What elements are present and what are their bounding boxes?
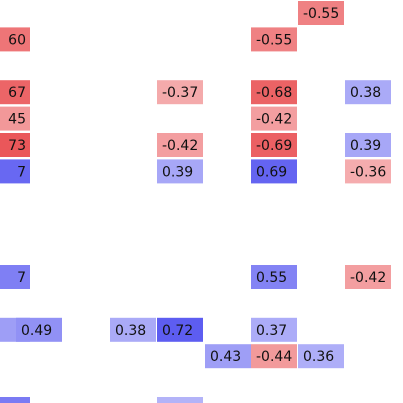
heatmap-cell: [0, 397, 30, 403]
heatmap-cell-label: 73: [8, 138, 26, 154]
heatmap-cell-label: -0.42: [162, 138, 198, 154]
heatmap-cell-label: 67: [8, 85, 26, 101]
heatmap-cell-label: 0.49: [21, 323, 52, 339]
heatmap-cell-label: 0.39: [350, 138, 381, 154]
heatmap-cell: [251, 133, 297, 157]
heatmap-cell: [0, 159, 30, 184]
heatmap-cell-label: 0.38: [115, 323, 146, 339]
heatmap-cell: [345, 159, 391, 184]
heatmap-cell-label: 0.37: [256, 323, 287, 339]
heatmap-cell: [251, 27, 297, 52]
heatmap-cell: [345, 133, 391, 157]
heatmap-cell-label: 0.38: [350, 85, 381, 101]
heatmap-cell: [251, 317, 297, 342]
heatmap-cell: [157, 133, 203, 157]
heatmap-cell-label: 7: [17, 164, 26, 180]
heatmap-cell: [157, 159, 203, 184]
heatmap-cell: [0, 27, 30, 52]
heatmap-cell: [0, 80, 30, 105]
heatmap-cell: [298, 344, 344, 369]
heatmap-cell-label: -0.44: [256, 349, 292, 365]
heatmap-cell: [157, 397, 203, 403]
heatmap-cell-label: 0.55: [256, 270, 287, 286]
heatmap-cell-label: 60: [8, 32, 26, 48]
heatmap-cell: [251, 159, 297, 184]
heatmap-cell-label: -0.42: [350, 270, 386, 286]
heatmap-cell-label: -0.42: [256, 112, 292, 128]
heatmap-cell: [298, 1, 344, 25]
heatmap-cell-label: 0.36: [303, 349, 334, 365]
heatmap-cell: [157, 80, 203, 105]
heatmap-cell-label: 0.72: [162, 323, 193, 339]
heatmap-cell-label: -0.68: [256, 85, 292, 101]
heatmap-cell-label: -0.37: [162, 85, 198, 101]
heatmap-cell-label: -0.55: [256, 32, 292, 48]
heatmap-cell: [251, 344, 297, 369]
heatmap-cell: [251, 106, 297, 131]
heatmap-cell: [345, 265, 391, 289]
heatmap-cell-label: -0.36: [350, 164, 386, 180]
heatmap-cell: [345, 80, 391, 105]
heatmap-cell: [157, 317, 203, 342]
heatmap-cell-label: 45: [8, 112, 26, 128]
heatmap-cell: [0, 106, 30, 131]
heatmap-cell: [16, 317, 62, 342]
heatmap-cell-label: -0.69: [256, 138, 292, 154]
heatmap-cell: [251, 265, 297, 289]
heatmap-cell-label: 7: [17, 270, 26, 286]
heatmap-cell: [110, 317, 156, 342]
heatmap-cell-label: 0.43: [210, 349, 241, 365]
heatmap-cell: [205, 344, 251, 369]
heatmap-cell: [0, 133, 30, 157]
heatmap-cell: [0, 265, 30, 289]
heatmap-cell-label: 0.69: [256, 164, 287, 180]
heatmap-cell-label: 0.39: [162, 164, 193, 180]
heatmap-cell: [251, 80, 297, 105]
heatmap-cell-label: -0.55: [303, 6, 339, 22]
